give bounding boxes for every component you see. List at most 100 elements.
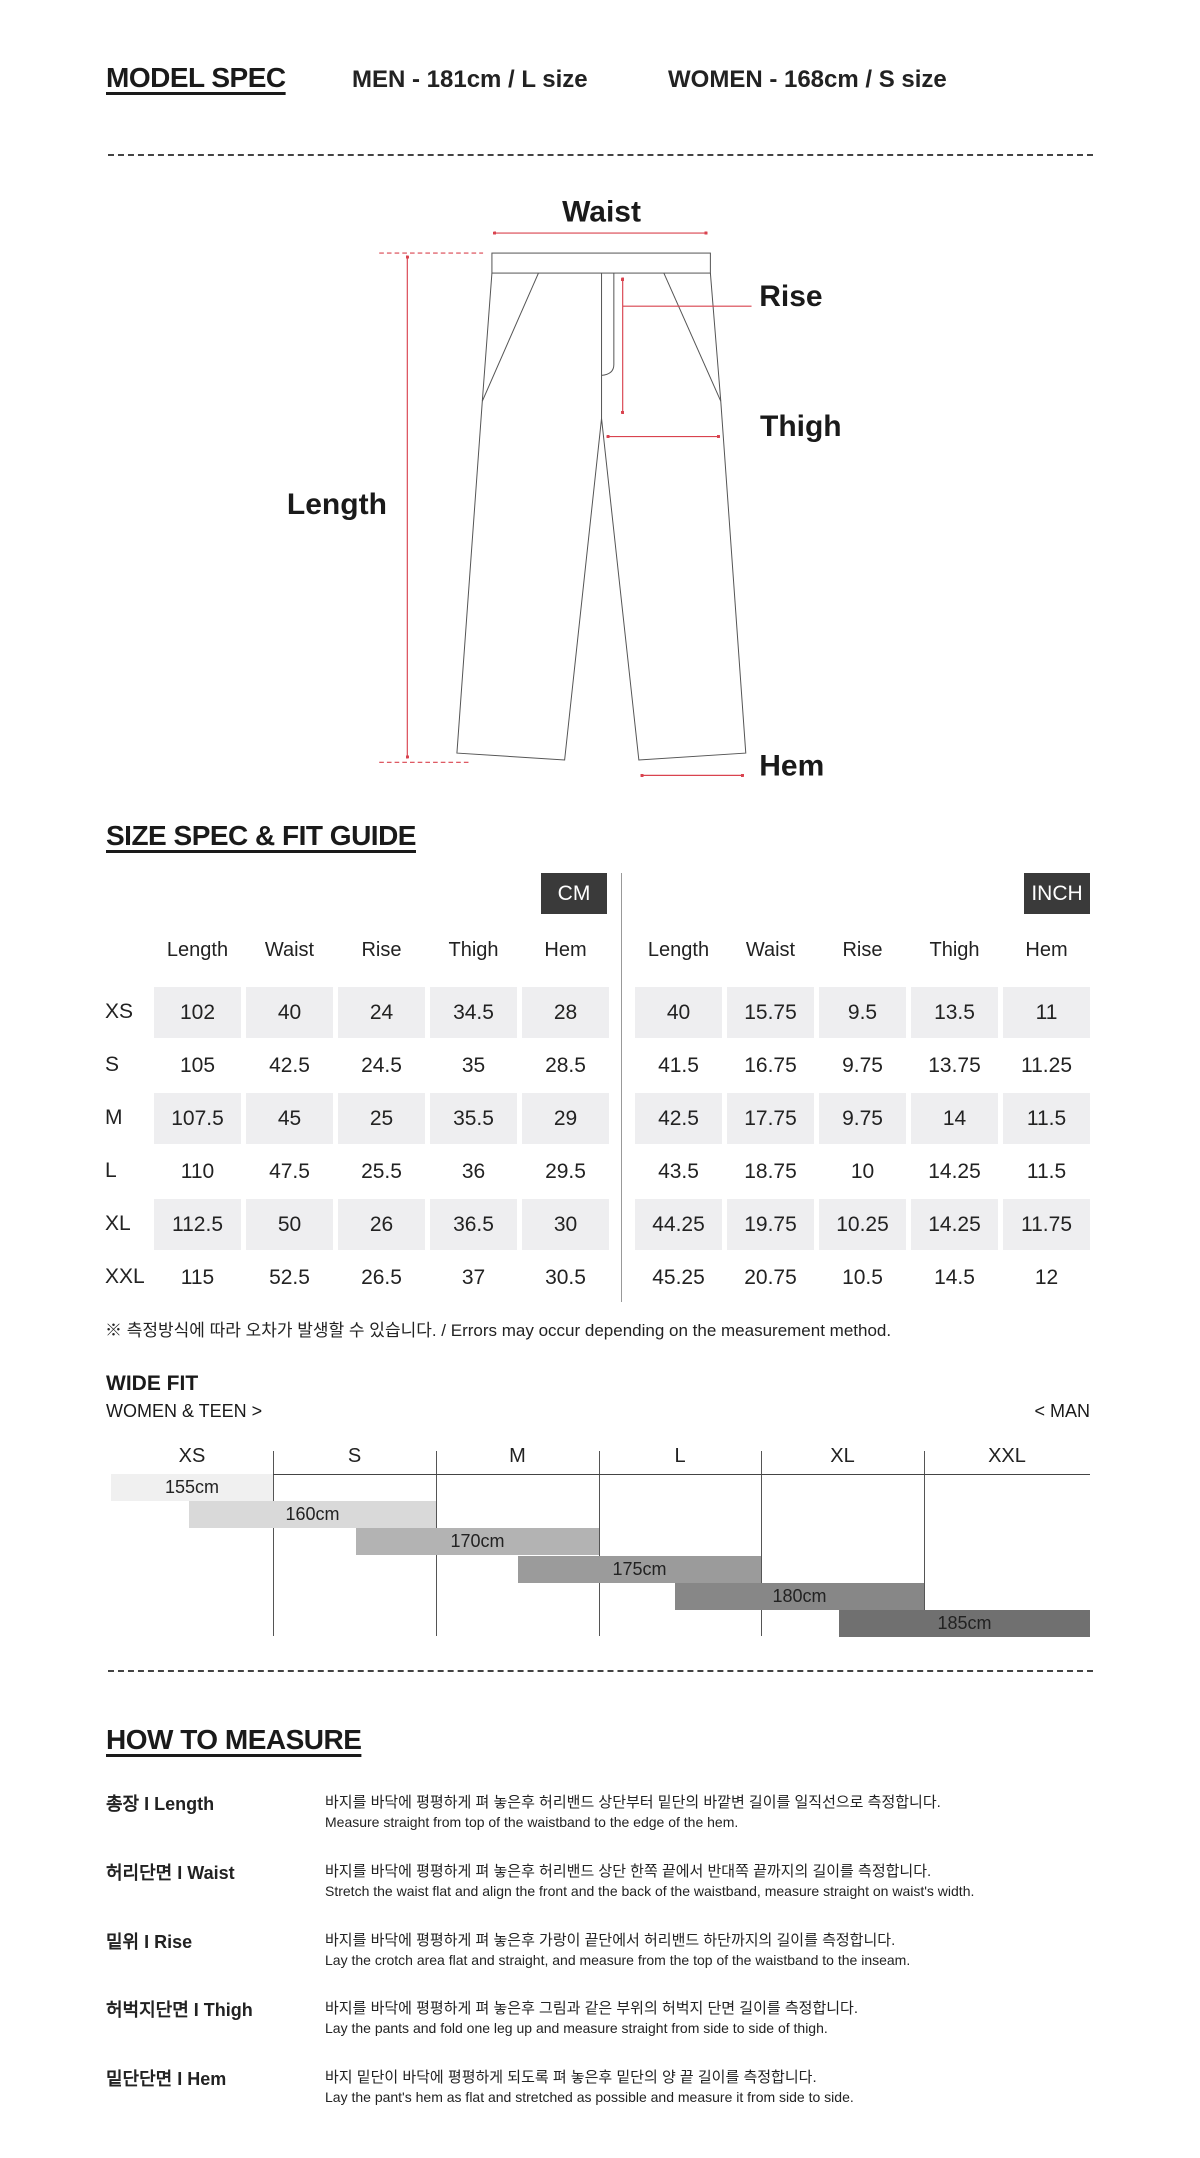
table-cell-cm: 29.5 [545,1159,586,1183]
table-cell-cm: 28.5 [545,1053,586,1077]
fit-gridline [924,1451,925,1636]
table-cell-inch: 17.75 [727,1093,814,1144]
table-cell-inch: 19.75 [727,1199,814,1250]
column-header-waist: Waist [745,939,796,961]
table-cell-cm: 36.5 [430,1199,517,1250]
measure-item-desc-en: Lay the crotch area flat and straight, a… [325,1952,911,1968]
fit-gridline [761,1451,762,1636]
table-cell-inch: 10 [850,1159,875,1183]
table-cell-cm: 107.5 [154,1093,241,1144]
table-cell-inch: 15.75 [727,987,814,1038]
table-cell-cm: 112.5 [154,1199,241,1250]
column-header-hem: Hem [1025,939,1068,961]
column-header-hem: Hem [544,939,587,961]
divider [108,154,1093,156]
measure-lines [379,233,752,775]
inch-unit-badge: INCH [1024,873,1090,914]
label-hem: Hem [759,749,824,780]
table-cell-inch: 9.5 [819,987,906,1038]
column-header-thigh: Thigh [929,939,980,961]
cm-unit-badge: CM [541,873,607,914]
fit-size-m: M [509,1445,526,1467]
table-cell-inch: 42.5 [635,1093,722,1144]
table-cell-inch: 11.75 [1003,1199,1090,1250]
table-cell-inch: 10.25 [819,1199,906,1250]
table-cell-inch: 40 [635,987,722,1038]
table-cell-inch: 44.25 [635,1199,722,1250]
table-cell-cm: 115 [180,1265,215,1289]
table-cell-inch: 9.75 [842,1053,883,1077]
table-cell-inch: 14 [911,1093,998,1144]
measure-item-desc-en: Lay the pants and fold one leg up and me… [325,2020,828,2036]
table-cell-cm: 34.5 [430,987,517,1038]
column-header-thigh: Thigh [448,939,499,961]
fit-size-xxl: XXL [988,1445,1026,1467]
table-cell-cm: 42.5 [269,1053,310,1077]
model-spec-women: WOMEN - 168cm / S size [668,66,947,93]
fit-axis-line [111,1474,1090,1475]
column-header-length: Length [166,939,229,961]
measure-item-desc-en: Stretch the waist flat and align the fro… [325,1883,975,1899]
table-cell-inch: 41.5 [658,1053,699,1077]
table-cell-inch: 9.75 [819,1093,906,1144]
table-cell-cm: 35 [461,1053,486,1077]
measure-item-desc-en: Measure straight from top of the waistba… [325,1814,739,1830]
fit-height-bar: 170cm [356,1528,599,1556]
measure-item-desc-ko: 바지를 바닥에 평평하게 펴 놓은후 허리밴드 상단부터 밑단의 바깥변 길이를… [325,1794,941,1811]
label-length: Length [287,488,387,521]
table-cell-cm: 26.5 [361,1265,402,1289]
row-size-label: XS [105,1000,134,1023]
pants-outline [456,252,747,761]
label-thigh: Thigh [760,410,842,443]
measure-item-desc-ko: 바지를 바닥에 평평하게 펴 놓은후 허리밴드 상단 한쪽 끝에서 반대쪽 끝까… [325,1863,932,1880]
table-cell-cm: 47.5 [269,1159,310,1183]
measure-item-desc-ko: 바지를 바닥에 평평하게 펴 놓은후 가랑이 끝단에서 허리밴드 하단까지의 길… [325,1932,896,1949]
table-cell-inch: 14.25 [928,1159,981,1183]
table-cell-inch: 11.5 [1003,1093,1090,1144]
fit-height-bar: 180cm [675,1582,924,1610]
measure-item-desc-ko: 바지 밑단이 바닥에 평평하게 되도록 펴 놓은후 밑단의 양 끝 길이를 측정… [325,2069,817,2086]
fit-title: WIDE FIT [106,1372,199,1395]
row-size-label: S [105,1053,120,1076]
table-cell-cm: 35.5 [430,1093,517,1144]
size-spec-title: SIZE SPEC & FIT GUIDE [106,820,416,851]
table-cell-cm: 105 [179,1053,216,1077]
measurement-note: ※ 측정방식에 따라 오차가 발생할 수 있습니다. / Errors may … [105,1321,892,1340]
column-header-rise: Rise [361,939,402,961]
divider [108,1670,1093,1672]
measure-item-label: 허벅지단면 I Thigh [106,2000,253,2020]
table-cell-cm: 50 [246,1199,333,1250]
table-cell-cm: 45 [246,1093,333,1144]
table-cell-inch: 45.25 [652,1265,705,1289]
table-cell-inch: 11.25 [1021,1053,1072,1077]
measure-item-label: 허리단면 I Waist [106,1863,235,1883]
measure-item-label: 밑위 I Rise [106,1932,193,1952]
row-size-label: M [105,1106,123,1129]
table-cell-inch: 11.5 [1026,1159,1067,1183]
table-cell-inch: 12 [1034,1265,1059,1289]
table-divider [621,873,622,1302]
table-cell-cm: 37 [461,1265,486,1289]
fit-size-xs: XS [178,1445,206,1467]
table-cell-inch: 13.5 [911,987,998,1038]
fit-height-bar: 155cm [111,1474,273,1501]
fit-size-xl: XL [830,1445,855,1467]
column-header-waist: Waist [264,939,315,961]
measure-item-desc-ko: 바지를 바닥에 평평하게 펴 놓은후 그림과 같은 부위의 허벅지 단면 길이를… [325,2000,859,2017]
column-header-rise: Rise [842,939,883,961]
fit-height-bar: 175cm [518,1555,761,1583]
fit-size-l: L [674,1445,686,1467]
table-cell-inch: 13.75 [928,1053,981,1077]
table-cell-cm: 110 [180,1159,215,1183]
table-cell-cm: 52.5 [269,1265,310,1289]
how-to-measure-title: HOW TO MEASURE [106,1724,362,1755]
fit-left-label: WOMEN & TEEN > [106,1401,263,1421]
fit-gridline [599,1451,600,1636]
row-size-label: XL [105,1212,131,1235]
table-cell-cm: 102 [154,987,241,1038]
measure-item-desc-en: Lay the pant's hem as flat and stretched… [325,2089,854,2105]
measure-item-label: 총장 I Length [106,1794,215,1814]
table-cell-inch: 20.75 [744,1265,797,1289]
table-cell-inch: 11 [1003,987,1090,1038]
table-cell-cm: 29 [522,1093,609,1144]
